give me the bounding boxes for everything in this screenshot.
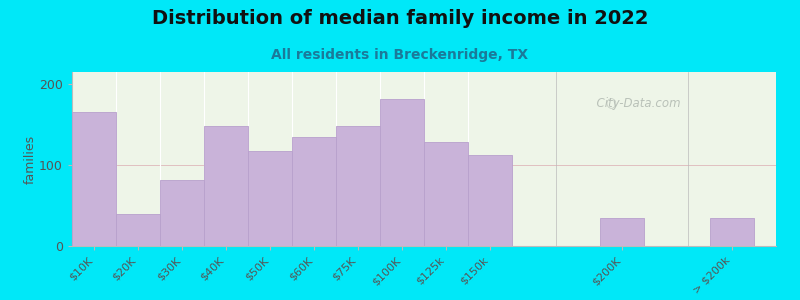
Text: Distribution of median family income in 2022: Distribution of median family income in … bbox=[152, 9, 648, 28]
Bar bbox=[380, 99, 424, 246]
Bar bbox=[160, 180, 204, 246]
Y-axis label: families: families bbox=[23, 134, 36, 184]
Bar bbox=[292, 137, 336, 246]
Bar bbox=[204, 126, 248, 246]
Bar bbox=[248, 151, 292, 246]
Bar bbox=[600, 218, 644, 246]
Bar bbox=[116, 214, 160, 246]
Bar bbox=[468, 154, 512, 246]
Bar bbox=[710, 218, 754, 246]
Bar bbox=[424, 142, 468, 246]
Bar bbox=[336, 126, 380, 246]
Bar bbox=[72, 112, 116, 246]
Text: City-Data.com: City-Data.com bbox=[590, 97, 681, 110]
Text: ○: ○ bbox=[605, 97, 616, 110]
Text: All residents in Breckenridge, TX: All residents in Breckenridge, TX bbox=[271, 48, 529, 62]
